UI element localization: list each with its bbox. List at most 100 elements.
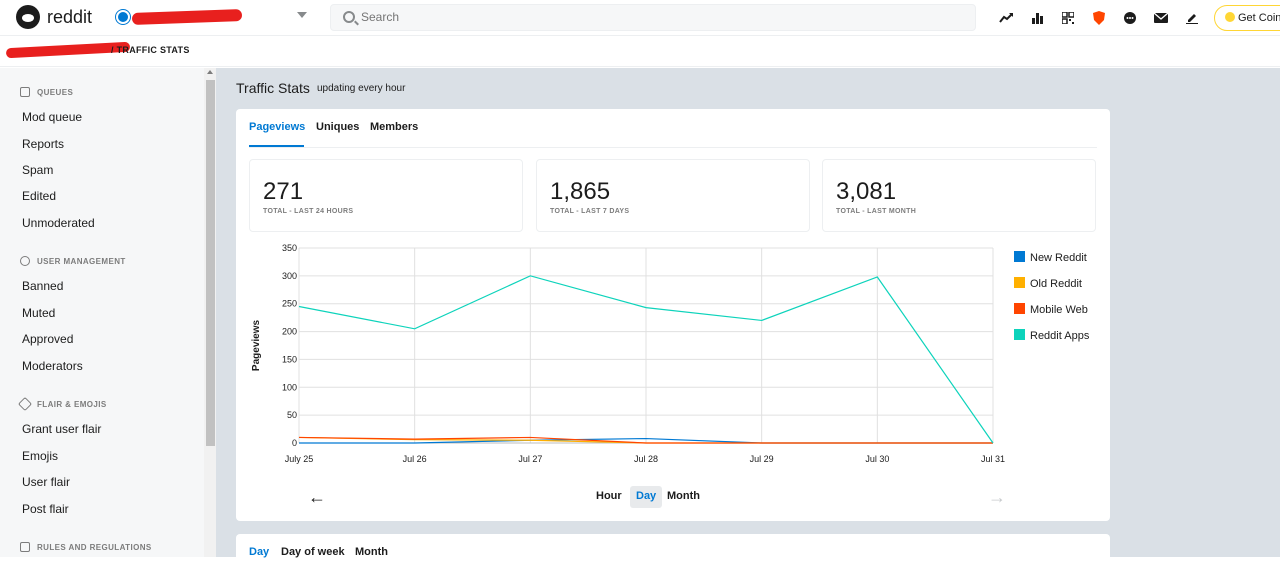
sidebar-item-grant-user-flair[interactable]: Grant user flair — [22, 422, 102, 436]
pen-icon[interactable] — [1176, 9, 1207, 27]
tag-icon — [17, 396, 33, 412]
qr-icon[interactable] — [1052, 9, 1083, 27]
x-tick-label: Jul 27 — [518, 454, 542, 464]
x-tick-label: Jul 26 — [403, 454, 427, 464]
legend-swatch — [1014, 303, 1025, 314]
prev-arrow-icon[interactable]: ← — [308, 487, 326, 507]
sidebar-item-mod-queue[interactable]: Mod queue — [22, 110, 83, 124]
search-box[interactable] — [330, 4, 976, 31]
search-input[interactable] — [361, 8, 861, 26]
tab-members[interactable]: Members — [370, 121, 419, 133]
legend-swatch — [1014, 329, 1025, 340]
community-icon[interactable] — [116, 10, 130, 24]
granularity-day[interactable]: Day — [630, 486, 663, 508]
stat-label: TOTAL - LAST MONTH — [836, 208, 917, 215]
sidebar-item-reports[interactable]: Reports — [22, 137, 65, 151]
sidebar-section-rules: RULES AND REGULATIONS — [20, 542, 152, 552]
sidebar-item-edited[interactable]: Edited — [22, 189, 57, 203]
section-title: RULES AND REGULATIONS — [37, 543, 152, 552]
stat-value: 3,081 — [836, 178, 897, 205]
chevron-down-icon[interactable] — [297, 12, 307, 18]
tab-pageviews[interactable]: Pageviews — [249, 121, 306, 133]
legend-item[interactable]: New Reddit — [1014, 251, 1104, 264]
traffic-card — [236, 109, 1110, 521]
granularity-hour[interactable]: Hour — [596, 490, 622, 502]
brand-name[interactable]: reddit — [47, 7, 93, 27]
stat-label: TOTAL - LAST 7 DAYS — [550, 208, 630, 215]
chat-icon[interactable] — [1114, 9, 1145, 27]
user-icon — [20, 256, 30, 266]
scrollbar-thumb[interactable] — [206, 80, 215, 446]
sidebar-item-emojis[interactable]: Emojis — [22, 449, 59, 463]
active-tab-indicator — [249, 145, 304, 147]
tab-uniques[interactable]: Uniques — [316, 121, 360, 133]
shield-icon[interactable] — [1083, 9, 1114, 27]
next-arrow-icon[interactable]: → — [988, 487, 1006, 507]
get-coins-button[interactable]: Get Coins — [1214, 5, 1280, 31]
page-title: Traffic Stats — [236, 80, 310, 96]
y-tick-label: 0 — [292, 438, 297, 448]
header-icons — [990, 9, 1207, 27]
x-tick-label: Jul 28 — [634, 454, 658, 464]
y-tick-label: 50 — [287, 410, 297, 420]
top-header: reddit Get Coins — [0, 0, 1280, 36]
y-tick-label: 100 — [282, 382, 297, 392]
x-tick-label: Jul 31 — [981, 454, 1005, 464]
search-icon — [343, 11, 355, 23]
mod-sidebar — [0, 68, 216, 557]
y-tick-label: 150 — [282, 354, 297, 364]
scroll-up-icon[interactable] — [207, 70, 213, 74]
legend-label: Mobile Web — [1030, 304, 1088, 316]
section-title: USER MANAGEMENT — [37, 257, 126, 266]
series-line-reddit-apps — [298, 275, 994, 444]
y-tick-label: 250 — [282, 299, 297, 309]
coins-label: Get Coins — [1238, 12, 1280, 24]
y-tick-label: 300 — [282, 271, 297, 281]
page-subtitle: updating every hour — [317, 83, 406, 94]
granularity-month[interactable]: Month — [667, 490, 700, 502]
sidebar-section-user-management: USER MANAGEMENT — [20, 256, 126, 266]
sidebar-item-spam[interactable]: Spam — [22, 163, 54, 177]
reddit-logo-icon[interactable] — [16, 5, 40, 29]
section-title: FLAIR & EMOJIS — [37, 400, 107, 409]
legend-item[interactable]: Mobile Web — [1014, 303, 1104, 316]
y-tick-label: 350 — [282, 243, 297, 253]
legend-swatch — [1014, 277, 1025, 288]
sidebar-item-unmoderated[interactable]: Unmoderated — [22, 216, 95, 230]
legend-label: Old Reddit — [1030, 278, 1082, 290]
stat-card-24h: 271 TOTAL - LAST 24 HOURS — [249, 159, 523, 232]
stat-value: 1,865 — [550, 178, 611, 205]
legend-item[interactable]: Reddit Apps — [1014, 329, 1104, 342]
sidebar-item-banned[interactable]: Banned — [22, 279, 64, 293]
stat-card-month: 3,081 TOTAL - LAST MONTH — [822, 159, 1096, 232]
sidebar-item-user-flair[interactable]: User flair — [22, 475, 71, 489]
tab-day-of-week[interactable]: Day of week — [281, 546, 345, 558]
stat-card-7d: 1,865 TOTAL - LAST 7 DAYS — [536, 159, 810, 232]
y-tick-label: 200 — [282, 327, 297, 337]
sidebar-item-muted[interactable]: Muted — [22, 306, 56, 320]
coin-icon — [1225, 12, 1235, 22]
x-tick-label: July 25 — [285, 454, 314, 464]
stat-value: 271 — [263, 178, 304, 205]
y-axis-label: Pageviews — [251, 319, 262, 371]
sidebar-item-post-flair[interactable]: Post flair — [22, 502, 69, 516]
redaction-mark — [131, 9, 243, 25]
tab-day[interactable]: Day — [249, 546, 270, 558]
breadcrumb-page: / TRAFFIC STATS — [111, 45, 190, 55]
series-line-mobile-web — [298, 436, 993, 444]
sidebar-section-flair: FLAIR & EMOJIS — [17, 396, 107, 412]
mail-icon[interactable] — [1145, 9, 1176, 27]
x-tick-label: Jul 29 — [750, 454, 774, 464]
chart-icon[interactable] — [1021, 9, 1052, 27]
section-title: QUEUES — [37, 88, 74, 97]
sidebar-item-moderators[interactable]: Moderators — [22, 359, 83, 373]
trending-icon[interactable] — [990, 9, 1021, 27]
legend-item[interactable]: Old Reddit — [1014, 277, 1104, 290]
legend-swatch — [1014, 251, 1025, 262]
tab-divider — [249, 147, 1097, 148]
sidebar-item-approved[interactable]: Approved — [22, 332, 74, 346]
tab-month[interactable]: Month — [355, 546, 388, 558]
legend-label: New Reddit — [1030, 252, 1087, 264]
sidebar-section-queues: QUEUES — [20, 87, 73, 97]
pageviews-chart: 0 50 100 150 200 250 300 350 July 25 Jul 26 Jul 27… — [251, 243, 1005, 464]
